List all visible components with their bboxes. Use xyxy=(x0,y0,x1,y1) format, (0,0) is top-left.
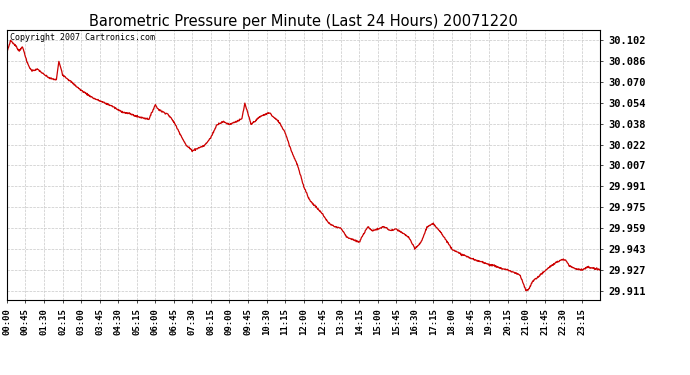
Text: Copyright 2007 Cartronics.com: Copyright 2007 Cartronics.com xyxy=(10,33,155,42)
Title: Barometric Pressure per Minute (Last 24 Hours) 20071220: Barometric Pressure per Minute (Last 24 … xyxy=(89,14,518,29)
